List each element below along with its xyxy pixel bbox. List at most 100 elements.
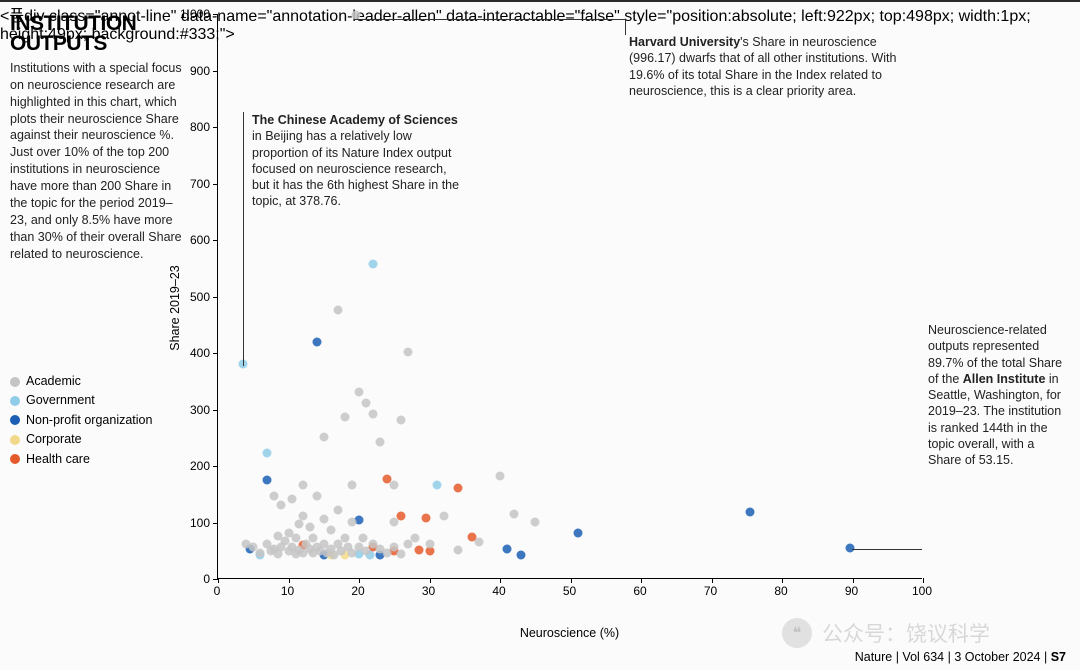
y-tick-label: 600 — [190, 233, 210, 247]
legend-label: Corporate — [26, 430, 82, 449]
data-point — [242, 540, 251, 549]
data-point — [404, 348, 413, 357]
data-point — [432, 480, 441, 489]
data-point — [531, 517, 540, 526]
legend-dot — [10, 454, 20, 464]
legend-item: Corporate — [10, 430, 152, 449]
legend-item: Academic — [10, 372, 152, 391]
annotation-leader-harvard — [355, 19, 625, 20]
annotation-leader-cas — [243, 112, 244, 366]
data-point — [333, 506, 342, 515]
y-tick-label: 300 — [190, 403, 210, 417]
x-tick-label: 20 — [351, 584, 364, 598]
y-tick-label: 800 — [190, 120, 210, 134]
data-point — [503, 544, 512, 553]
annotation-cas-bold: The Chinese Academy of Sciences — [252, 113, 458, 127]
x-tick-label: 60 — [633, 584, 646, 598]
data-point — [397, 550, 406, 559]
data-point — [263, 476, 272, 485]
chart-title: INSTITUTION OUTPUTS — [10, 14, 185, 54]
y-tick-label: 500 — [190, 290, 210, 304]
x-tick-label: 10 — [281, 584, 294, 598]
annotation-allen-bold: Allen Institute — [963, 372, 1046, 386]
data-point — [369, 410, 378, 419]
legend-dot — [10, 435, 20, 445]
annotation-harvard-bold: Harvard University — [629, 35, 740, 49]
y-tick-label: 900 — [190, 64, 210, 78]
data-point — [362, 546, 371, 555]
data-point — [421, 513, 430, 522]
footer-citation: Nature | Vol 634 | 3 October 2024 | S7 — [855, 650, 1066, 664]
legend-dot — [10, 415, 20, 425]
x-tick-label: 0 — [214, 584, 221, 598]
annotation-leader-harvard-v — [625, 19, 626, 35]
y-tick-label: 700 — [190, 177, 210, 191]
y-tick-label: 400 — [190, 346, 210, 360]
annotation-allen: Neuroscience-related outputs represented… — [928, 322, 1070, 468]
data-point — [347, 517, 356, 526]
legend-item: Health care — [10, 450, 152, 469]
data-point — [263, 448, 272, 457]
data-point — [295, 520, 304, 529]
legend: AcademicGovernmentNon-profit organizatio… — [10, 372, 152, 469]
data-point — [277, 500, 286, 509]
data-point — [298, 480, 307, 489]
y-tick-label: 1,000 — [180, 7, 210, 21]
data-point — [453, 483, 462, 492]
watermark-text: 公众号：饶议科学 — [822, 618, 990, 648]
data-point — [291, 534, 300, 543]
data-point — [347, 480, 356, 489]
data-point — [312, 492, 321, 501]
x-axis-label: Neuroscience (%) — [520, 626, 619, 640]
scatter-plot: Share 2019–23 Neuroscience (%) Harvard U… — [217, 14, 922, 602]
data-point — [746, 508, 755, 517]
y-axis-label: Share 2019–23 — [168, 265, 182, 351]
legend-dot — [10, 377, 20, 387]
legend-item: Government — [10, 391, 152, 410]
data-point — [439, 511, 448, 520]
data-point — [312, 337, 321, 346]
data-point — [355, 387, 364, 396]
watermark: ❝ 公众号：饶议科学 — [782, 618, 990, 648]
data-point — [288, 494, 297, 503]
legend-label: Health care — [26, 450, 90, 469]
data-point — [390, 480, 399, 489]
x-tick-label: 70 — [704, 584, 717, 598]
data-point — [326, 525, 335, 534]
data-point — [573, 528, 582, 537]
data-point — [298, 511, 307, 520]
data-point — [319, 432, 328, 441]
data-point — [510, 509, 519, 518]
annotation-allen-post: in Seattle, Washington, for 2019–23. The… — [928, 372, 1061, 467]
title-line2: OUTPUTS — [10, 32, 107, 55]
x-tick-label: 50 — [563, 584, 576, 598]
data-point — [846, 543, 855, 552]
x-tick-label: 30 — [422, 584, 435, 598]
data-point — [376, 438, 385, 447]
annotation-harvard: Harvard University's Share in neuroscien… — [629, 34, 919, 99]
legend-item: Non-profit organization — [10, 411, 152, 430]
wechat-icon: ❝ — [782, 618, 812, 648]
data-point — [453, 545, 462, 554]
legend-dot — [10, 396, 20, 406]
data-point — [369, 260, 378, 269]
x-tick-label: 90 — [845, 584, 858, 598]
legend-label: Non-profit organization — [26, 411, 152, 430]
y-tick-label: 0 — [203, 572, 210, 586]
data-point — [319, 514, 328, 523]
data-point — [517, 551, 526, 560]
annotation-leader-allen-h — [852, 549, 922, 550]
data-point — [333, 305, 342, 314]
footer-page: S7 — [1051, 650, 1066, 664]
y-tick-label: 100 — [190, 516, 210, 530]
x-tick-label: 100 — [912, 584, 932, 598]
data-point — [256, 548, 265, 557]
chart-description: Institutions with a special focus on neu… — [10, 60, 185, 263]
data-point — [404, 540, 413, 549]
legend-label: Government — [26, 391, 95, 410]
data-point — [270, 492, 279, 501]
data-point — [425, 540, 434, 549]
y-tick-label: 200 — [190, 459, 210, 473]
data-point — [362, 398, 371, 407]
data-point — [496, 472, 505, 481]
